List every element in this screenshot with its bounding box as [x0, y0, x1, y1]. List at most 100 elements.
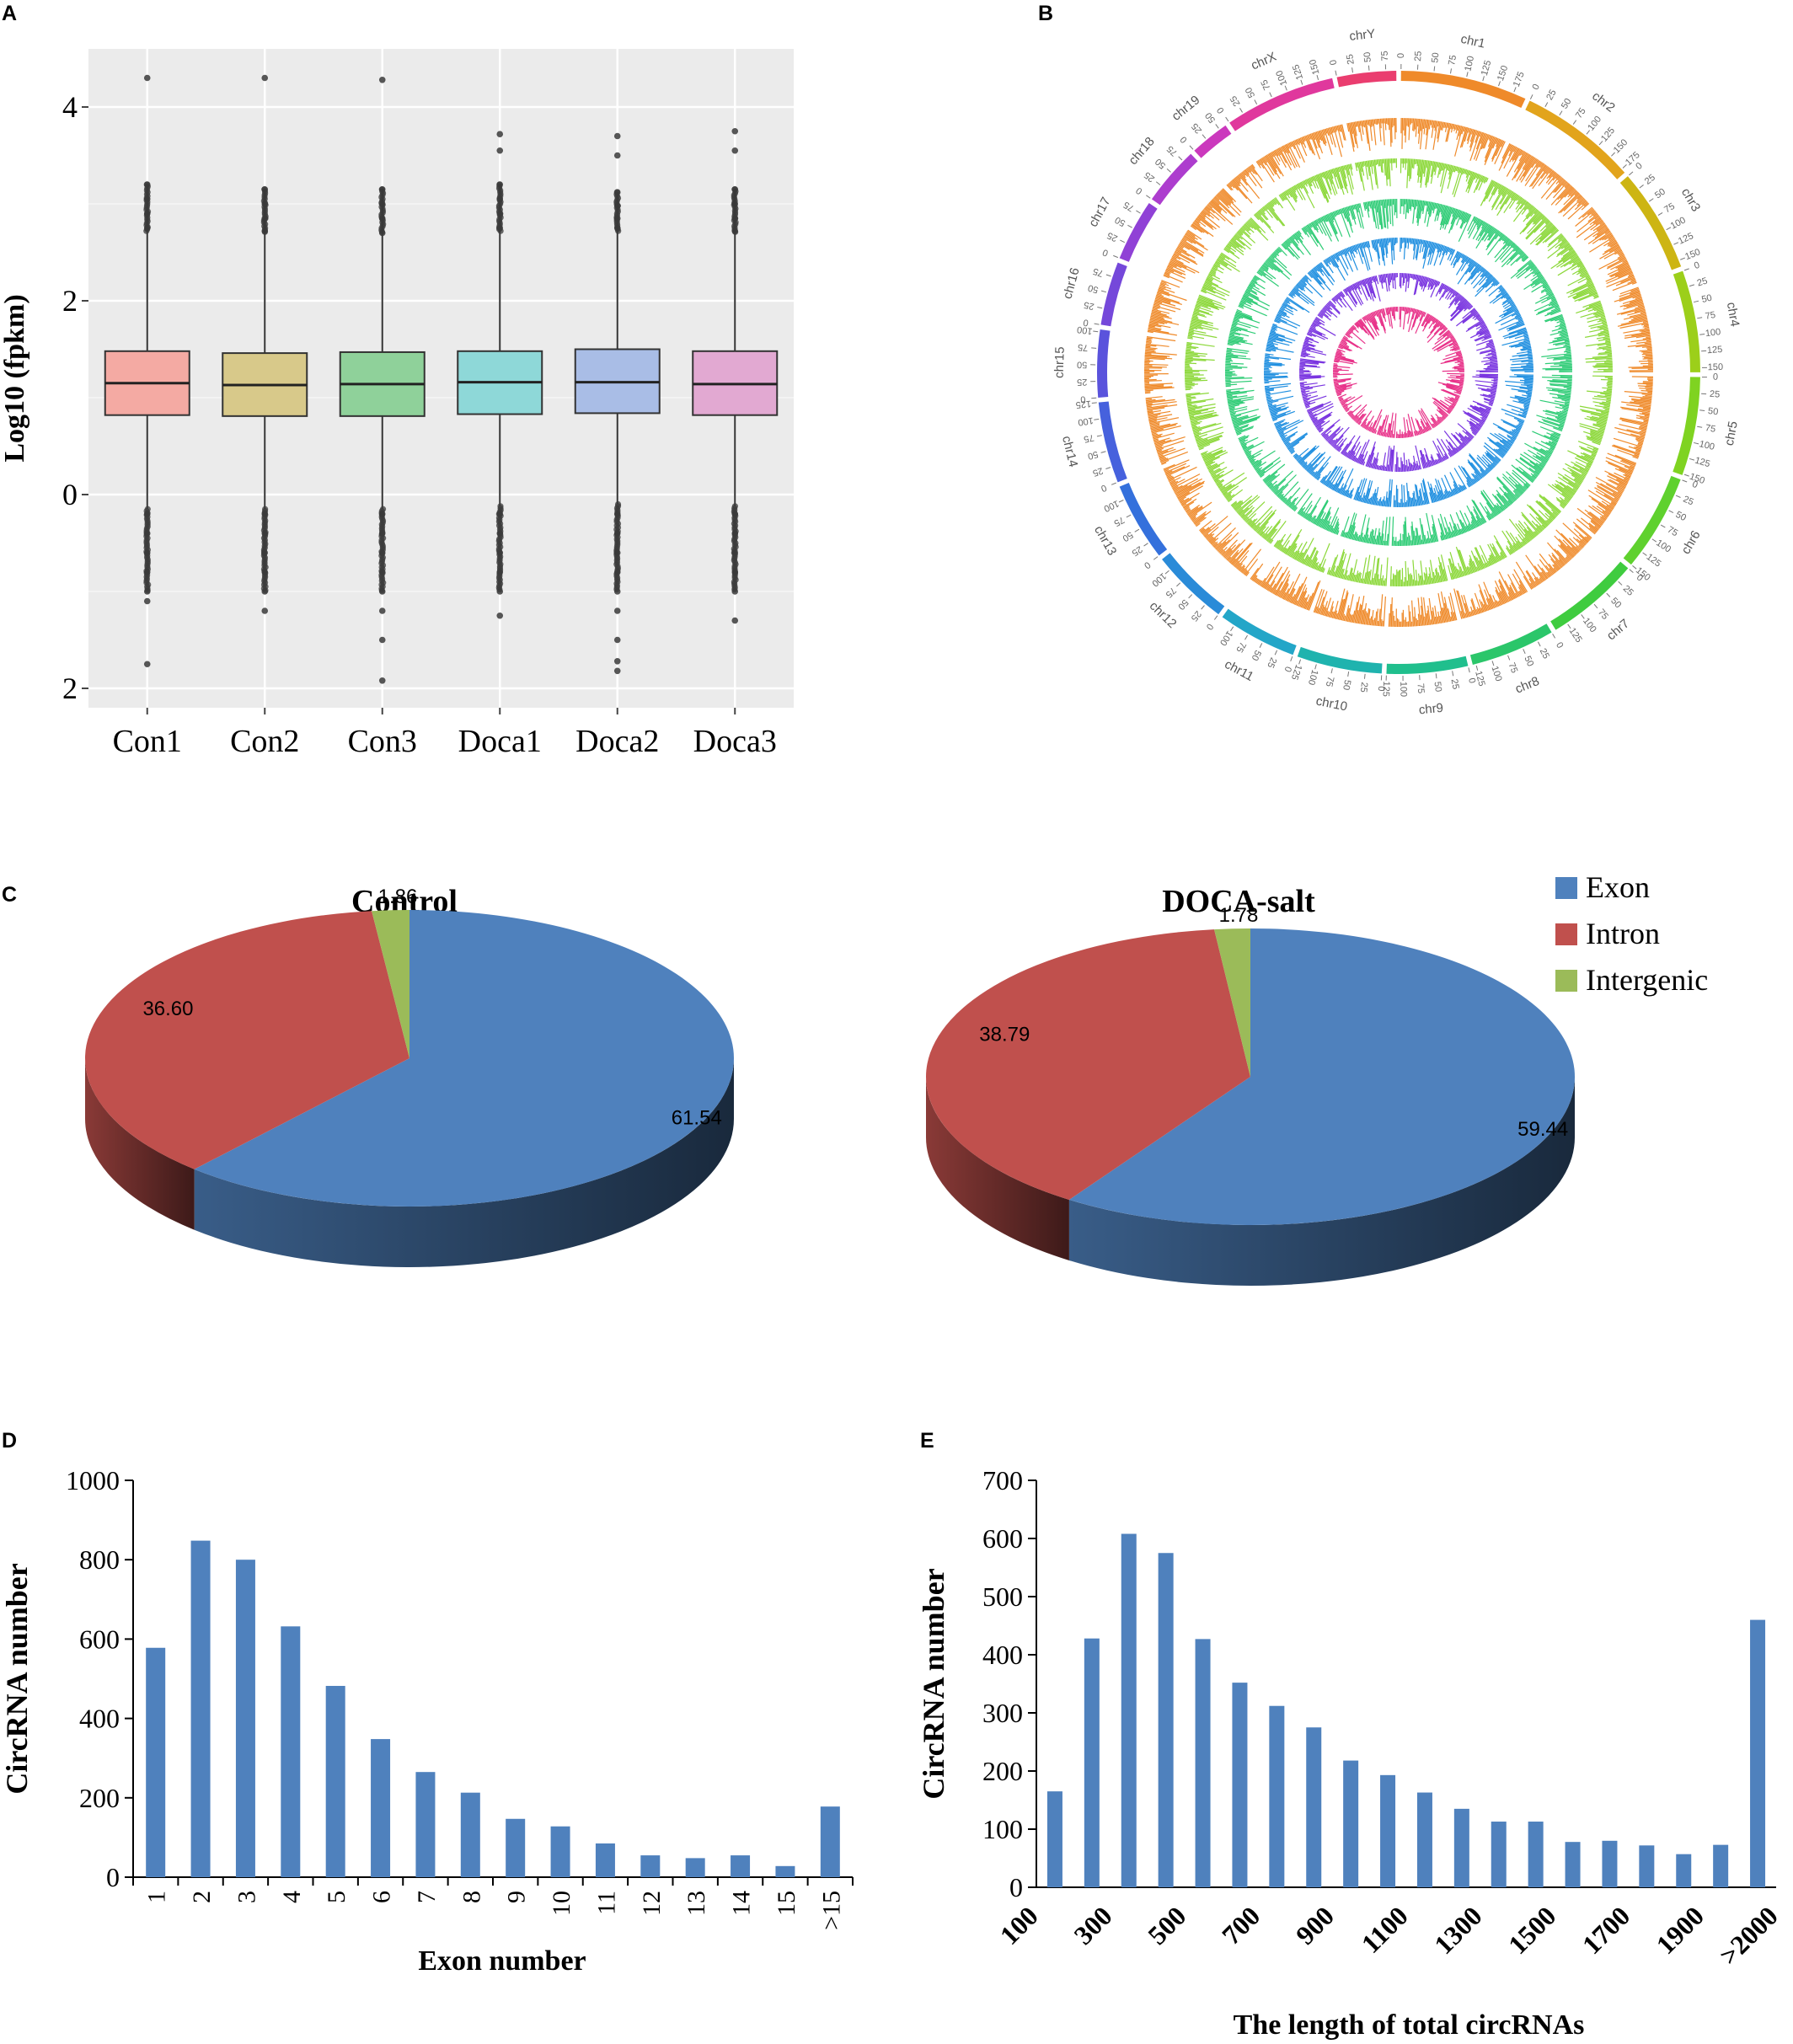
density-track: [1323, 240, 1373, 281]
ideogram-tick-label: 0: [1204, 622, 1215, 632]
bar: [640, 1855, 661, 1877]
ideogram-tick-label: 50: [1087, 449, 1100, 462]
ideogram-tick-label: 125: [1677, 231, 1695, 247]
ideogram-tick: [1176, 582, 1181, 587]
ideogram-tick: [1166, 169, 1171, 173]
pie-slice-Intron: [85, 911, 409, 1169]
outlier-point: [261, 588, 269, 595]
ideogram-tick-label: 0: [1101, 247, 1110, 258]
ideogram-tick: [1507, 655, 1511, 661]
ideogram-tick-label: 25: [1544, 88, 1558, 102]
density-track: [1453, 569, 1528, 619]
bar: [775, 1865, 795, 1877]
outlier-point: [261, 530, 269, 537]
ideogram-tick-label: 50: [1153, 156, 1168, 170]
ideogram-tick-label: 125: [1289, 663, 1303, 681]
density-track: [1472, 373, 1499, 407]
ideogram-tick-label: 75: [1324, 676, 1335, 688]
outlier-point: [613, 658, 621, 665]
density-track: [1360, 409, 1383, 435]
outlier-point: [143, 181, 151, 188]
pie-slice-Intergenic: [1214, 928, 1250, 1077]
outlier-point: [143, 224, 151, 232]
y-tick-label: 600: [982, 1523, 1023, 1554]
density-track: [1306, 316, 1336, 340]
ideogram-chr11: [1222, 608, 1297, 655]
ideogram-tick: [1284, 85, 1287, 91]
ideogram-tick-label: 0: [1634, 161, 1644, 172]
ideogram-tick-label: 0: [1713, 372, 1718, 383]
ideogram-tick-label: 125: [1075, 399, 1091, 410]
density-track: [1432, 329, 1461, 352]
outlier-point: [496, 131, 504, 137]
density-track: [1365, 441, 1395, 472]
bar: [1158, 1553, 1174, 1887]
bar: [1195, 1639, 1211, 1887]
bar: [235, 1560, 255, 1877]
ideogram-chr6: [1623, 475, 1681, 565]
ideogram-tick: [1552, 634, 1556, 639]
ideogram-tick-label: 0: [1282, 665, 1293, 673]
density-track: [1410, 409, 1432, 436]
pie-value-label: 1.86: [378, 886, 418, 908]
ideogram-tick: [1482, 76, 1485, 82]
outlier-point: [378, 185, 386, 193]
ideogram-tick-label: 0: [1554, 640, 1565, 650]
density-track: [1264, 383, 1296, 422]
ideogram-tick-label: 50: [1653, 187, 1667, 201]
density-track: [1238, 275, 1271, 317]
pie-value-label: 59.44: [1517, 1118, 1568, 1141]
ideogram-tick-label: 100: [1654, 538, 1673, 554]
density-track: [1400, 237, 1456, 269]
bar: [731, 1855, 751, 1877]
density-track: [1145, 396, 1189, 465]
density-track: [1421, 401, 1449, 429]
y-tick-label: 2: [62, 672, 78, 705]
ideogram-tick: [1699, 409, 1705, 412]
ideogram-tick: [1213, 615, 1218, 620]
ideogram-tick-label: 100: [1218, 629, 1234, 647]
ideogram-tick-label: 50: [1700, 293, 1713, 306]
outlier-point: [378, 588, 386, 595]
pie-side-Intron: [85, 1058, 195, 1230]
x-tick-label: 100: [994, 1900, 1044, 1950]
y-tick-label: 0: [1009, 1872, 1023, 1902]
density-track: [1313, 588, 1386, 627]
ideogram-tick-label: 25: [1265, 655, 1278, 669]
outlier-point: [496, 224, 504, 232]
density-track: [1462, 400, 1492, 436]
ideogram-tick-label: 75: [1092, 265, 1105, 278]
density-track: [1223, 217, 1269, 260]
density-track: [1394, 445, 1422, 473]
ideogram-tick-label: 75: [1507, 661, 1520, 675]
bar: [1750, 1619, 1766, 1887]
ideogram-tick: [1475, 665, 1479, 671]
density-track: [1346, 404, 1367, 425]
bar: [190, 1540, 211, 1877]
density-track: [1253, 197, 1286, 233]
density-track: [1575, 206, 1637, 292]
outlier-point: [731, 227, 739, 235]
x-tick-label: Con1: [113, 724, 182, 759]
density-track: [1385, 306, 1399, 329]
outlier-point: [261, 215, 269, 222]
chromosome-label: chr15: [1052, 346, 1068, 378]
y-tick-label: 100: [982, 1814, 1023, 1844]
bar: [415, 1772, 436, 1877]
chromosome-label: chr14: [1059, 435, 1080, 468]
ideogram-tick-label: 100: [1586, 115, 1603, 133]
bar: [371, 1739, 391, 1877]
ideogram-tick: [1094, 418, 1100, 420]
ideogram-tick-label: 50: [1121, 529, 1135, 543]
ideogram-tick-label: 100: [1076, 324, 1093, 336]
ideogram-tick-label: 25: [1091, 465, 1104, 478]
density-track: [1427, 468, 1468, 504]
chromosome-label: chr11: [1223, 657, 1256, 684]
outlier-point: [143, 597, 151, 605]
y-axis-title: CircRNA number: [917, 1568, 950, 1799]
density-track: [1354, 318, 1375, 340]
outlier-point: [731, 201, 739, 207]
outlier-point: [613, 549, 621, 556]
